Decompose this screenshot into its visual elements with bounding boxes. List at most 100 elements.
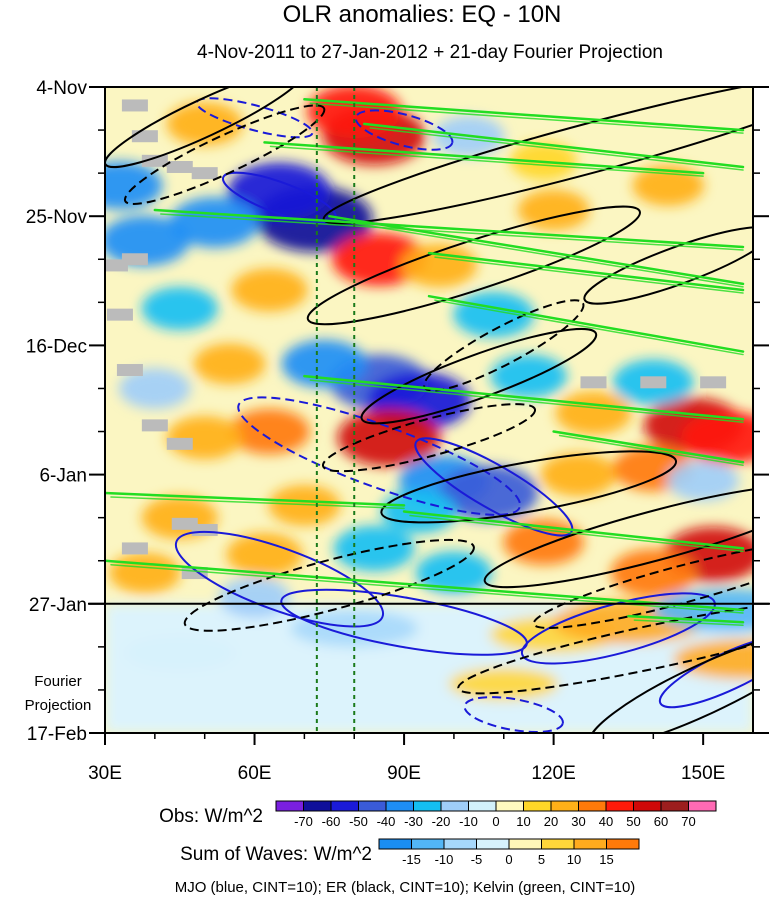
missing-cell-15 [580, 376, 607, 389]
waves-colorbar-box-7 [606, 838, 640, 850]
kelvin-line-4 [328, 214, 745, 286]
kelvin-line-6 [427, 294, 745, 353]
mjo-contour-4 [414, 437, 574, 537]
kelvin-line-inner-12 [633, 619, 744, 627]
waves-colorbar-box-0 [378, 838, 412, 850]
x-tick-label-2: 90E [387, 763, 421, 784]
anomaly-blob-38 [226, 533, 303, 577]
missing-cell-13 [121, 542, 148, 555]
waves-colorbar-tick-label-4: 5 [538, 852, 545, 867]
obs-colorbar-box-9 [523, 800, 552, 812]
obs-colorbar-tick-label-0: -70 [294, 814, 313, 829]
projection-blob-0 [290, 609, 419, 647]
er-contour-6 [360, 327, 598, 425]
kelvin-line-7 [303, 374, 745, 421]
obs-colorbar-tick-label-2: -50 [349, 814, 368, 829]
kelvin-line-inner-10 [409, 514, 744, 553]
obs-colorbar-box-13 [633, 800, 662, 812]
reference-longitude-lines [315, 87, 356, 733]
anomaly-blob-45 [118, 368, 191, 409]
obs-colorbar-tick-label-10: 30 [571, 814, 585, 829]
missing-cell-4 [191, 167, 218, 180]
missing-cell-3 [166, 160, 193, 173]
kelvin-line-inner-5 [434, 256, 744, 294]
anomaly-blob-3 [227, 162, 332, 221]
anomaly-blob-31 [540, 453, 617, 497]
obs-colorbar-tick-label-6: -10 [459, 814, 478, 829]
waves-colorbar-tick-label-2: -5 [471, 852, 483, 867]
obs-colorbar-box-15 [688, 800, 717, 812]
obs-colorbar-box-1 [303, 800, 332, 812]
chart-subtitle: 4-Nov-2011 to 27-Jan-2012 + 21-day Fouri… [197, 42, 663, 63]
obs-colorbar-tick-label-12: 50 [626, 814, 640, 829]
waves-colorbar: -15 -10 -5 0 5 10 15 [378, 838, 640, 867]
waves-colorbar-tick-label-1: -10 [435, 852, 454, 867]
kelvin-line-inner-1 [369, 127, 744, 171]
anomaly-blob-27 [439, 465, 539, 521]
waves-colorbar-box-3 [476, 838, 510, 850]
missing-cell-1 [131, 130, 158, 143]
obs-colorbar-box-5 [413, 800, 442, 812]
waves-colorbar-tick-label-3: 0 [505, 852, 512, 867]
waves-colorbar-tick-label-6: 15 [599, 852, 613, 867]
anomaly-blob-11 [517, 189, 590, 231]
kelvin-line-inner-8 [558, 434, 744, 467]
obs-colorbar-box-0 [275, 800, 304, 812]
y-tick-label-5: 17-Feb [27, 724, 87, 745]
anomaly-blob-36 [415, 551, 493, 595]
anomaly-blob-10 [231, 268, 308, 312]
x-tick-label-4: 150E [681, 763, 725, 784]
kelvin-line-inner-4 [334, 219, 744, 288]
obs-colorbar-box-3 [358, 800, 387, 812]
kelvin-line-11 [105, 559, 745, 612]
x-tick-label-0: 30E [88, 763, 122, 784]
anomaly-blob-4 [169, 197, 260, 248]
anomaly-blob-37 [333, 525, 415, 572]
projection-blob-4 [448, 667, 559, 700]
x-tick-label-1: 60E [238, 763, 272, 784]
x-tick-label-3: 120E [531, 763, 575, 784]
x-axis: 30E 60E 90E 120E 150E [88, 733, 725, 784]
obs-colorbar-box-11 [578, 800, 607, 812]
anomaly-blob-16 [281, 339, 367, 388]
obs-colorbar-tick-label-1: -60 [322, 814, 341, 829]
anomaly-blob-6 [105, 161, 163, 210]
anomaly-blob-7 [166, 102, 243, 146]
projection-label-line1: Fourier [34, 673, 82, 690]
y-axis: 4-Nov 25-Nov 16-Dec 6-Jan 27-Jan 17-Feb [26, 78, 769, 745]
obs-colorbar-tick-label-13: 60 [654, 814, 668, 829]
missing-data-cells [105, 99, 727, 580]
y-tick-label-0: 4-Nov [36, 78, 87, 99]
obs-colorbar-box-4 [385, 800, 414, 812]
er-contour-12 [457, 599, 753, 695]
obs-colorbar-box-6 [440, 800, 469, 812]
obs-colorbar-tick-label-3: -40 [377, 814, 396, 829]
er-contour-7 [321, 403, 537, 473]
y-tick-label-2: 16-Dec [26, 336, 87, 357]
missing-cell-17 [700, 376, 727, 389]
mjo-contour-5 [174, 530, 385, 628]
waves-colorbar-label: Sum of Waves: W/m^2 [180, 844, 372, 865]
y-tick-label-1: 25-Nov [26, 207, 88, 228]
obs-colorbar-box-7 [468, 800, 497, 812]
kelvin-line-2 [263, 141, 705, 175]
kelvin-line-3 [153, 208, 745, 249]
footnote: MJO (blue, CINT=10); ER (black, CINT=10)… [175, 879, 636, 896]
y-tick-label-4: 27-Jan [29, 595, 87, 616]
kelvin-line-0 [303, 98, 745, 132]
kelvin-line-inner-0 [309, 102, 744, 134]
obs-colorbar-tick-label-8: 10 [516, 814, 530, 829]
anomaly-blob-20 [166, 416, 243, 460]
anomaly-blob-44 [141, 286, 218, 331]
plot-frame [104, 86, 754, 734]
kelvin-contours [105, 98, 745, 627]
kelvin-line-10 [402, 510, 745, 550]
obs-colorbar-tick-label-9: 20 [544, 814, 558, 829]
kelvin-line-5 [427, 251, 745, 292]
er-contours [105, 87, 753, 733]
waves-colorbar-box-5 [541, 838, 575, 850]
anomaly-blob-17 [193, 343, 266, 385]
kelvin-line-1 [362, 122, 745, 169]
kelvin-line-12 [627, 614, 745, 624]
